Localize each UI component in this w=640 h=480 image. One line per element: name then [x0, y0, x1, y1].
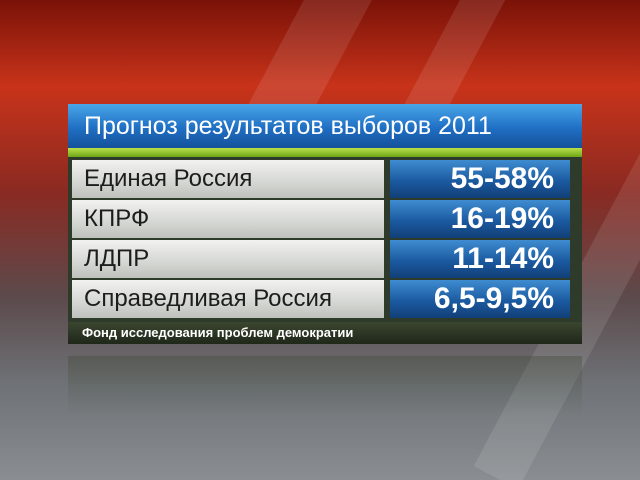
forecast-value: 16-19%	[390, 200, 570, 238]
party-name: Справедливая Россия	[72, 280, 384, 318]
party-name: КПРФ	[72, 200, 384, 238]
title-stripe	[68, 148, 582, 157]
party-name: Единая Россия	[72, 160, 384, 198]
table-row: ЛДПР 11-14%	[72, 240, 578, 278]
results-table: Единая Россия 55-58% КПРФ 16-19% ЛДПР 11-14% С…	[68, 157, 582, 322]
panel-title: Прогноз результатов выборов 2011	[68, 104, 582, 148]
results-panel: Прогноз результатов выборов 2011 Единая …	[68, 104, 582, 344]
forecast-value: 11-14%	[390, 240, 570, 278]
forecast-value: 6,5-9,5%	[390, 280, 570, 318]
table-row: Единая Россия 55-58%	[72, 160, 578, 198]
table-row: КПРФ 16-19%	[72, 200, 578, 238]
table-row: Справедливая Россия 6,5-9,5%	[72, 280, 578, 318]
source-note: Фонд исследования проблем демократии	[68, 322, 582, 344]
party-name: ЛДПР	[72, 240, 384, 278]
forecast-value: 55-58%	[390, 160, 570, 198]
reflection	[68, 356, 582, 416]
